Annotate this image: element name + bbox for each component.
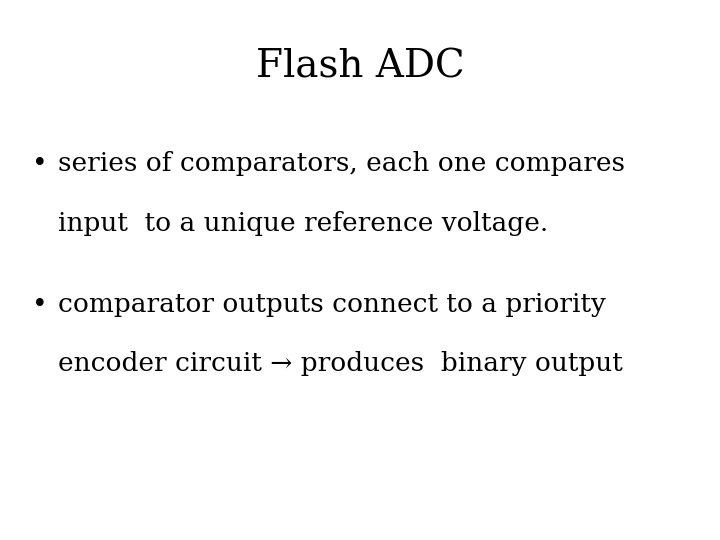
Text: series of comparators, each one compares: series of comparators, each one compares bbox=[58, 151, 625, 176]
Text: input  to a unique reference voltage.: input to a unique reference voltage. bbox=[58, 211, 548, 235]
Text: •: • bbox=[32, 292, 48, 316]
Text: comparator outputs connect to a priority: comparator outputs connect to a priority bbox=[58, 292, 606, 316]
Text: encoder circuit → produces  binary output: encoder circuit → produces binary output bbox=[58, 351, 622, 376]
Text: •: • bbox=[32, 151, 48, 176]
Text: Flash ADC: Flash ADC bbox=[256, 49, 464, 86]
